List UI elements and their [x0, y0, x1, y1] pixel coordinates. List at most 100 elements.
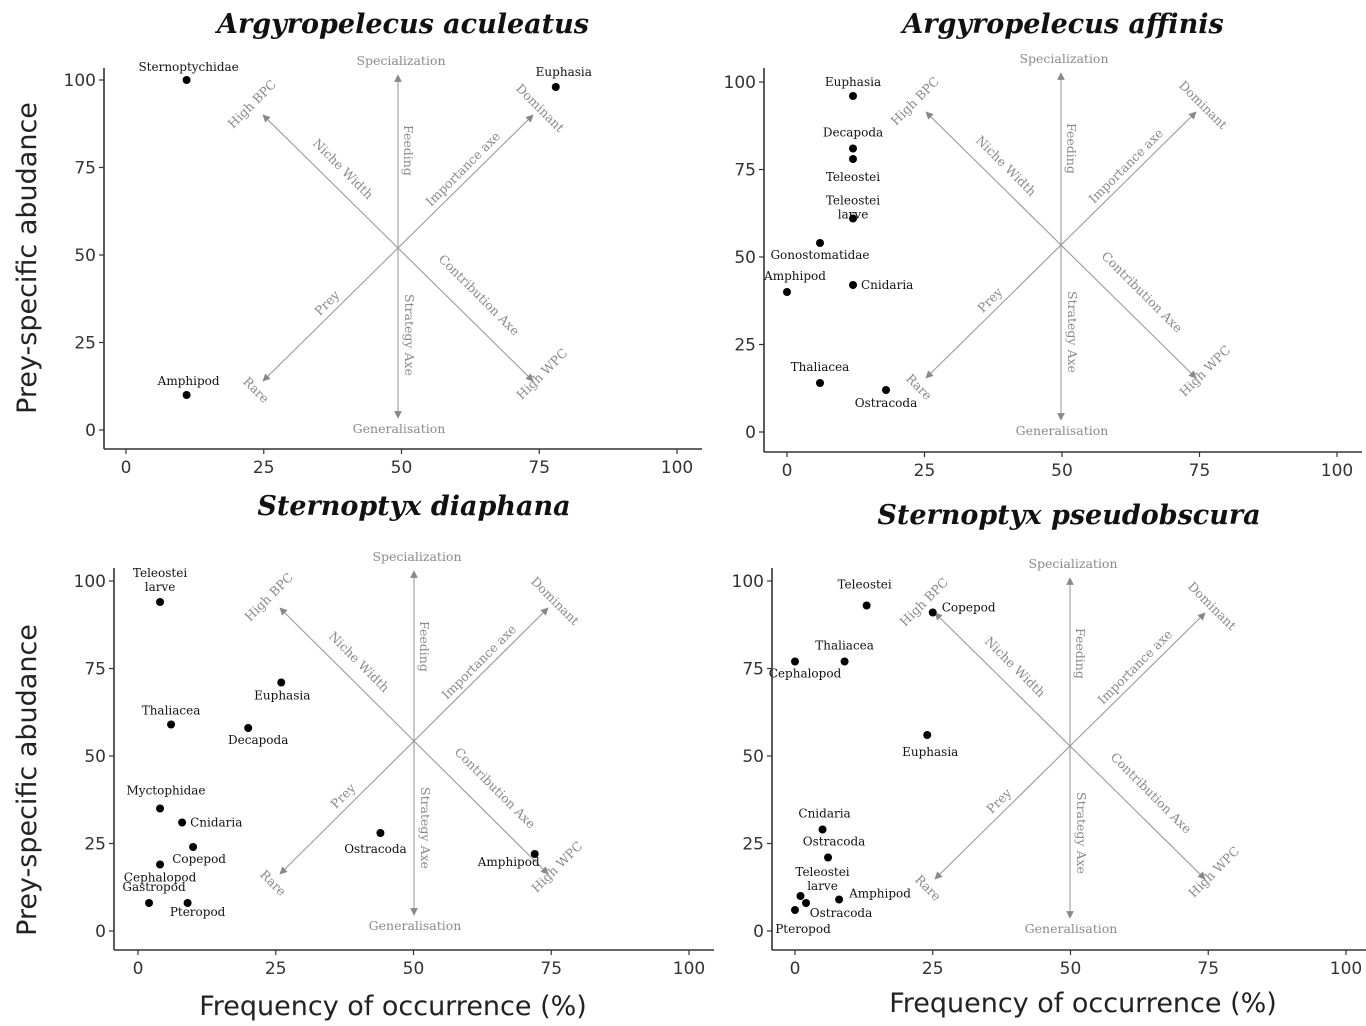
point-label: Cephalopod	[769, 667, 842, 681]
guide-specialization: Specialization	[1019, 51, 1108, 66]
guide-strategy-axe: Strategy Axe	[402, 294, 417, 376]
guide-generalisation: Generalisation	[353, 421, 446, 436]
data-point	[816, 239, 824, 247]
point-label: Pteropod	[775, 922, 831, 936]
data-point	[156, 860, 165, 869]
y-tick-label: 25	[742, 835, 764, 855]
data-point	[849, 214, 857, 223]
point-label: Thaliacea	[791, 360, 850, 374]
panel-title: Argyropelecus aculeatus	[214, 9, 589, 40]
point-label: Cephalopod	[124, 871, 197, 885]
guide-prey: Prey	[311, 287, 343, 319]
guide-specialization: Specialization	[356, 53, 445, 68]
prey-importance-arrow	[262, 114, 534, 382]
point-label: Euphasia	[825, 75, 881, 89]
y-tick-label: 0	[95, 922, 106, 942]
guide-contribution-axe: Contribution Axe	[452, 744, 539, 831]
point-label: Amphipod	[477, 855, 540, 869]
data-point	[244, 724, 253, 732]
x-tick-label: 25	[253, 458, 275, 478]
guide-high-wpc: High WPC	[1176, 342, 1233, 399]
guide-niche-width: Niche Width	[326, 629, 393, 696]
y-tick-label: 75	[84, 660, 106, 680]
x-tick-label: 50	[1051, 461, 1073, 481]
point-label: Ostracoda	[803, 835, 866, 849]
guide-rare: Rare	[257, 867, 289, 899]
point-label: Teleostei larve	[795, 865, 849, 893]
point-label: Teleostei larve	[133, 566, 187, 594]
point-label: Amphipod	[157, 374, 220, 388]
y-tick-label: 50	[74, 246, 96, 266]
guide-rare: Rare	[240, 374, 272, 406]
data-point	[551, 83, 560, 91]
x-axis-title-right: Frequency of occurrence (%)	[889, 988, 1277, 1019]
point-label: Cnidaria	[861, 278, 913, 292]
x-tick-label: 0	[133, 959, 144, 979]
guide-rare: Rare	[912, 872, 944, 904]
point-label: Cnidaria	[190, 816, 242, 830]
guide-feeding: Feeding	[1064, 123, 1079, 174]
guide-importance-axe: Importance axe	[1094, 626, 1175, 707]
prey-importance-arrow	[279, 607, 549, 875]
guide-high-wpc: High WPC	[513, 345, 570, 402]
guide-contribution-axe: Contribution Axe	[436, 251, 523, 338]
point-label: Teleostei larve	[826, 194, 880, 222]
point-label: Teleostei	[837, 578, 891, 592]
guide-importance-axe: Importance axe	[422, 128, 503, 209]
y-tick-label: 25	[734, 336, 756, 356]
x-tick-label: 100	[1330, 959, 1362, 979]
x-tick-label: 50	[1060, 959, 1082, 979]
data-point	[849, 92, 857, 100]
point-label: Cnidaria	[798, 807, 850, 821]
point-label: Gonostomatidae	[770, 248, 869, 262]
panel-argyropelecus-affinis: Argyropelecus affinis 0 25 50 75 100 0 25 50 75 10…	[724, 9, 1362, 481]
point-label: Decapoda	[823, 126, 883, 140]
x-tick-label: 75	[540, 959, 562, 979]
point-label: Copepod	[172, 852, 226, 866]
point-label: Myctophidae	[127, 784, 206, 798]
guide-niche-width: Niche Width	[310, 136, 377, 203]
data-point	[923, 731, 932, 739]
x-axis-title-left: Frequency of occurrence (%)	[199, 991, 587, 1022]
guide-feeding: Feeding	[401, 125, 416, 176]
x-tick-label: 0	[782, 461, 793, 481]
data-point	[802, 899, 811, 907]
guide-prey: Prey	[974, 284, 1006, 316]
guide-strategy-axe: Strategy Axe	[1065, 291, 1080, 373]
point-label: Euphasia	[254, 689, 310, 703]
guide-specialization: Specialization	[1028, 556, 1117, 571]
point-label: Thaliacea	[142, 704, 201, 718]
data-point	[791, 657, 799, 666]
point-label: Ostracoda	[855, 396, 918, 410]
x-tick-label: 75	[528, 458, 550, 478]
data-point	[824, 853, 833, 862]
panel-title: Argyropelecus affinis	[899, 9, 1223, 40]
data-point	[862, 601, 871, 610]
data-point	[791, 906, 799, 914]
guide-prey: Prey	[327, 780, 359, 812]
panel-sternoptyx-pseudobscura: Sternoptyx pseudobscura 0 25 50 75 100 0 25 50 75…	[732, 500, 1366, 979]
prey-importance-arrow	[925, 111, 1197, 379]
x-tick-label: 0	[790, 959, 801, 979]
guide-contribution-axe: Contribution Axe	[1108, 749, 1195, 836]
point-label: Copepod	[942, 601, 996, 615]
point-label: Decapoda	[228, 733, 288, 747]
panel-sternoptyx-diaphana: Sternoptyx diaphana 0 25 50 75 100 0 25 50 75 100 S…	[74, 491, 714, 979]
point-label: Ostracoda	[810, 906, 873, 920]
guide-niche-width: Niche Width	[973, 133, 1040, 200]
y-tick-label: 100	[724, 73, 756, 93]
guide-generalisation: Generalisation	[1025, 921, 1118, 936]
data-point	[849, 144, 857, 153]
x-tick-label: 25	[265, 959, 287, 979]
point-label: Gastropod	[122, 880, 186, 894]
y-tick-label: 75	[742, 660, 764, 680]
y-axis-title-top: Prey-specific abudance	[12, 102, 43, 414]
data-point	[849, 155, 857, 163]
y-tick-label: 75	[734, 161, 756, 181]
data-point	[796, 892, 805, 900]
data-point	[277, 678, 286, 687]
point-label: Euphasia	[902, 745, 958, 759]
prey-importance-arrow	[934, 612, 1206, 880]
data-point	[183, 899, 192, 907]
